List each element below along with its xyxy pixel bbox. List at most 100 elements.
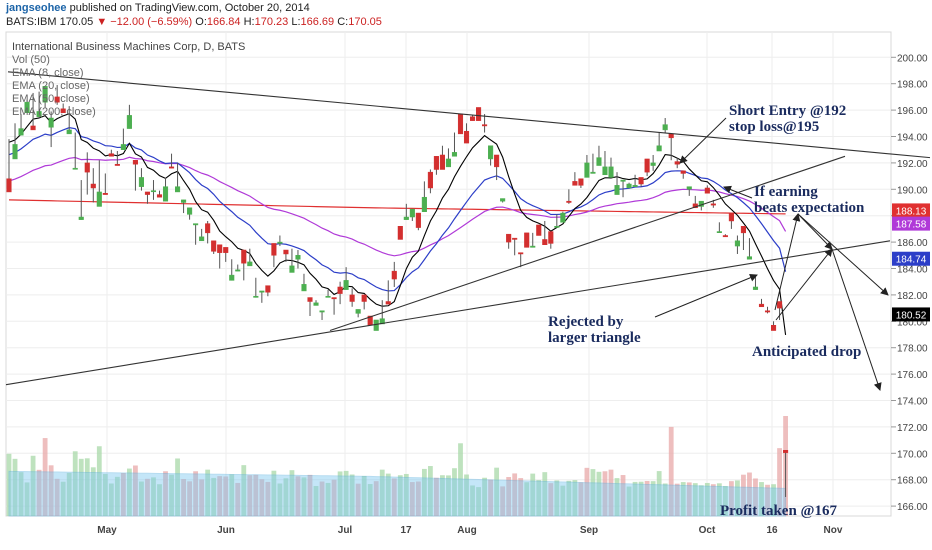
time-axis[interactable]: May Jun Jul 17 Aug Sep Oct 16 Nov (97, 525, 843, 536)
candle (734, 235, 740, 254)
volume-bar (271, 470, 277, 516)
volume-bar (626, 486, 632, 516)
volume-bar (602, 471, 608, 516)
close-label: C: (337, 16, 349, 28)
candle (361, 294, 367, 310)
username[interactable]: jangseohee (6, 2, 67, 14)
trendlines (5, 71, 931, 386)
volume-bar (590, 469, 596, 516)
candle (48, 111, 54, 148)
volume-bar (133, 465, 138, 516)
volume-bar (84, 458, 90, 516)
volume-bar (620, 475, 626, 516)
volume-bar (759, 482, 764, 516)
candle (199, 228, 205, 242)
candle (644, 158, 650, 177)
candle (78, 180, 84, 220)
candle (650, 154, 656, 171)
volume-bar (506, 477, 512, 516)
low-value: 166.69 (300, 16, 335, 28)
price-badge: 180.52 (892, 307, 930, 322)
legend-ema-200: EMA (200, close) (12, 106, 96, 118)
candle (632, 174, 638, 187)
candle (235, 264, 241, 272)
volume-bar (36, 469, 42, 516)
candle (686, 186, 692, 196)
y-tick-label: 192.00 (897, 159, 928, 170)
volume-bar (446, 475, 451, 516)
y-tick-label: 166.00 (897, 502, 928, 513)
volume-bar (458, 443, 463, 516)
volume-bar (686, 482, 692, 516)
volume-bar (656, 471, 662, 516)
ema-lines (8, 113, 787, 336)
volume-average (8, 470, 787, 517)
y-tick-label: 168.00 (897, 476, 928, 487)
price-badge-label: 188.13 (896, 206, 927, 217)
y-tick-label: 194.00 (897, 133, 928, 144)
annotation-if-earning: If earning (754, 184, 818, 200)
volume-bar (771, 484, 776, 516)
volume-bar (710, 484, 716, 516)
volume-bar (102, 473, 108, 516)
candle (722, 234, 728, 238)
candle (560, 211, 566, 223)
candle (397, 226, 403, 240)
volume-bar (24, 482, 30, 516)
candle (626, 182, 632, 189)
volume-bar (325, 482, 331, 516)
candle (138, 168, 144, 191)
candle (120, 128, 126, 150)
volume-bar (397, 475, 403, 516)
candle (181, 199, 187, 214)
candle (96, 160, 102, 207)
candle (205, 220, 211, 244)
candle (72, 132, 78, 170)
candle (512, 237, 518, 256)
annotation-beats-expectation: beats expectation (754, 200, 865, 216)
candle (457, 113, 464, 135)
volume-bar (193, 471, 199, 516)
arrow (775, 248, 833, 321)
legend-volume: Vol (50) (12, 54, 50, 66)
volume-bar (42, 438, 48, 516)
candle (662, 118, 668, 133)
volume-bar (114, 476, 120, 516)
volume-bar (753, 478, 758, 516)
volume-bar (313, 486, 319, 516)
volume-bar (494, 467, 500, 516)
low-label: L: (291, 16, 301, 28)
volume-bar (536, 480, 542, 516)
candle (331, 297, 337, 315)
volume-bar (512, 473, 518, 516)
volume-bar (319, 481, 325, 516)
candle (554, 214, 560, 228)
volume-bar (638, 481, 644, 516)
candle (223, 247, 229, 262)
annotation-arrows (654, 117, 889, 391)
trendline (7, 71, 931, 159)
candle (433, 156, 439, 175)
candle (30, 92, 36, 131)
volume-bar (668, 426, 674, 516)
volume-bar (704, 482, 710, 516)
candle (391, 261, 397, 287)
volume-bar (452, 468, 457, 516)
price-chart[interactable]: Short Entry @192 stop loss@195 If earnin… (0, 30, 932, 550)
volume-bar (175, 458, 180, 516)
volume-bar (157, 484, 162, 516)
volume-bar (241, 465, 247, 516)
volume-bar (428, 466, 433, 516)
price-badge-label: 180.52 (896, 310, 927, 321)
volume-bar (253, 474, 259, 516)
price-change: ▼ −12.00 (−6.59%) (96, 16, 193, 28)
candle (175, 162, 181, 193)
candle (680, 170, 686, 179)
volume-bar (60, 481, 66, 516)
volume-bar (548, 483, 554, 516)
volume-bar (716, 483, 722, 516)
publisher-line: jangseohee published on TradingView.com,… (6, 2, 310, 14)
volume-bar (349, 474, 355, 516)
candles[interactable] (6, 85, 789, 497)
volume-bar (409, 482, 415, 516)
